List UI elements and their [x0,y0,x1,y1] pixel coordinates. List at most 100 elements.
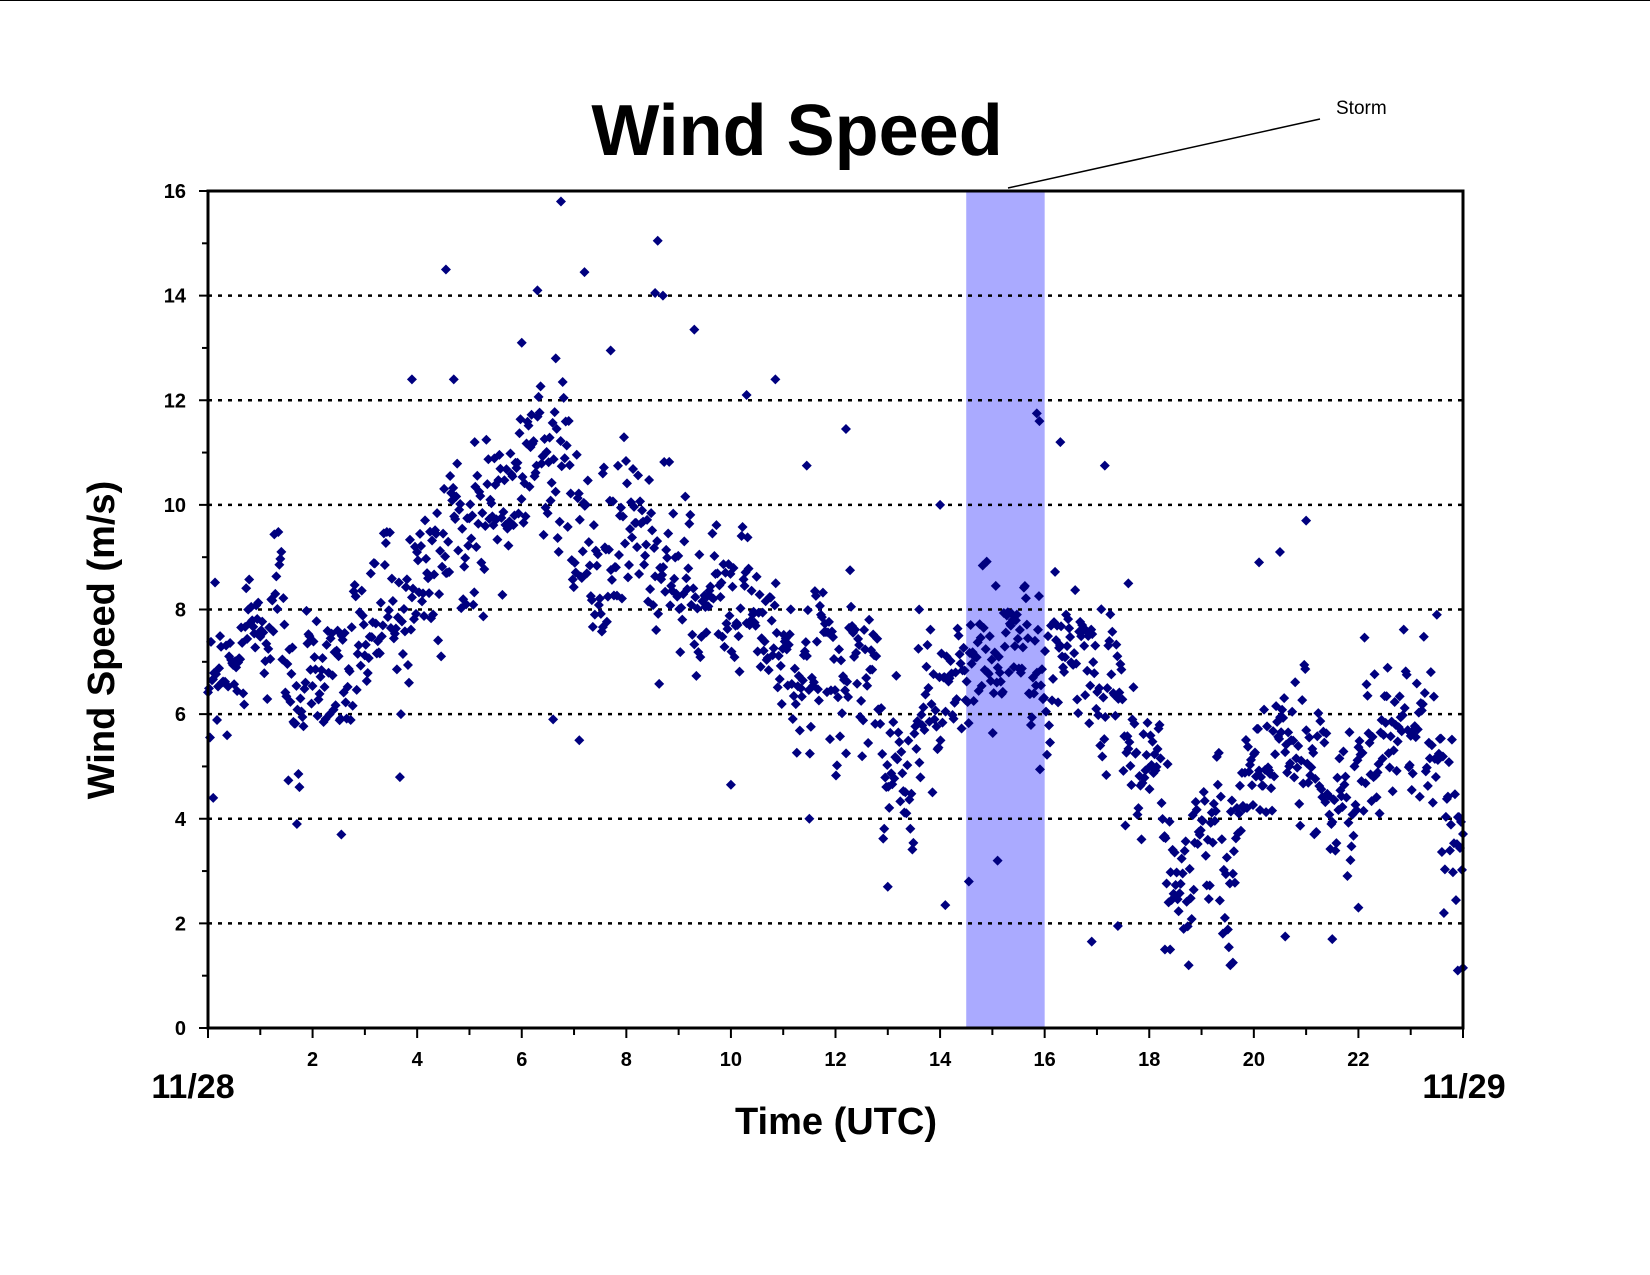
data-point [1207,837,1218,848]
data-point [568,582,579,593]
data-point [722,624,733,635]
data-point [1124,737,1135,748]
data-point [357,610,368,621]
data-point [268,626,279,637]
data-point [1401,669,1412,680]
data-point [948,713,959,724]
data-point [1411,678,1422,689]
x-tick-label: 12 [824,1049,846,1071]
data-point [1242,741,1253,752]
data-point [640,550,651,561]
data-point [1160,833,1171,844]
data-point [1422,780,1433,791]
data-point [1203,893,1214,904]
data-point [1327,934,1338,945]
data-point [424,588,435,599]
data-point [802,605,813,616]
data-point [321,639,332,650]
data-point [743,563,754,574]
data-point [1034,764,1045,775]
data-point [739,580,750,591]
data-point [1235,825,1246,836]
data-point [1315,716,1326,727]
data-point [1268,726,1279,737]
data-point [669,573,680,584]
data-point [685,509,696,520]
data-point [1176,853,1187,864]
data-point [309,652,320,663]
data-point [763,665,774,676]
data-point [1346,841,1357,852]
data-point [1417,699,1428,710]
data-point [1175,878,1186,889]
data-point [1063,614,1074,625]
data-point [1099,460,1110,471]
data-point [1303,777,1314,788]
data-point [717,631,728,642]
data-point [301,605,312,616]
data-point [676,602,687,613]
data-point [1227,868,1238,879]
data-point [250,642,261,653]
data-point [558,392,569,403]
data-point [395,709,406,720]
data-point [1152,744,1163,755]
data-point [615,502,626,513]
data-point [1120,820,1131,831]
data-point [741,390,752,401]
data-point [1221,852,1232,863]
data-point [333,651,344,662]
data-point [235,654,246,665]
data-point [889,773,900,784]
data-point [1118,765,1129,776]
data-point [291,680,302,691]
data-point [1195,825,1206,836]
data-point [1060,652,1071,663]
data-point [550,486,561,497]
data-point [278,593,289,604]
data-point [861,673,872,684]
data-point [770,578,781,589]
data-point [1438,907,1449,918]
data-point [431,528,442,539]
data-point [1301,515,1312,526]
data-point [317,653,328,664]
data-point [725,779,736,790]
data-point [319,682,330,693]
data-point [687,629,698,640]
data-point [443,536,454,547]
data-point [1038,692,1049,703]
data-point [516,337,527,348]
data-point [797,675,808,686]
data-point [1128,682,1139,693]
data-point [1389,696,1400,707]
data-point [1269,771,1280,782]
data-point [404,534,415,545]
data-point [940,900,951,911]
data-point [1316,784,1327,795]
data-point [1430,772,1441,783]
data-point [1294,798,1305,809]
axis-ticks: 0 2 4 6 8 10 12 14 16 2 4 6 8 10 12 14 16 18 20 22 [164,181,1464,1071]
data-point [1105,609,1116,620]
data-point [1000,627,1011,638]
data-point [1031,408,1042,419]
data-point [482,479,493,490]
data-point [652,235,663,246]
data-point [1185,893,1196,904]
data-point [1312,731,1323,742]
data-point [469,437,480,448]
data-point [1394,691,1405,702]
data-point [1250,747,1261,758]
data-point [1151,761,1162,772]
data-point [550,353,561,364]
data-point [493,475,504,486]
data-point [555,436,566,447]
data-point [287,642,298,653]
data-point [914,757,925,768]
data-point [1332,772,1343,783]
data-point [707,528,718,539]
data-point [789,663,800,674]
data-point [567,574,578,585]
data-point [561,440,572,451]
